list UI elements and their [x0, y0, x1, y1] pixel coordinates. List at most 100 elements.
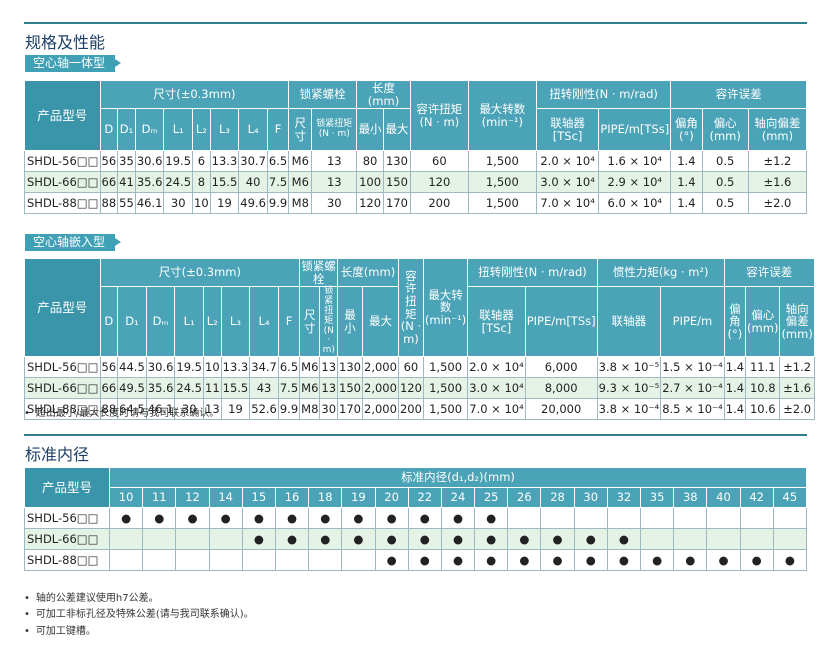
cell: 8,000	[524, 377, 598, 400]
cell: 30	[311, 192, 358, 214]
data-row: SHDL-66□□ ● ● ● ● ● ● ● ● ● ● ● ●	[24, 528, 808, 550]
header-cell: 最小	[356, 108, 384, 151]
header-cell: L₃	[209, 108, 240, 151]
header-cell: 25	[474, 487, 509, 508]
cell: ●	[374, 549, 409, 571]
header-cell: 尺寸	[299, 285, 321, 358]
cell: 66	[99, 171, 119, 193]
cell	[108, 549, 144, 571]
cell: 60	[397, 356, 424, 379]
cell: ●	[341, 528, 376, 550]
cell: 20,000	[524, 398, 598, 421]
cell: ●	[407, 549, 442, 571]
header-cell: 偏心(mm)	[701, 108, 749, 151]
cell: ●	[673, 549, 708, 571]
cell	[706, 528, 741, 550]
header-cell: 容许误差	[670, 80, 807, 109]
note-text: 超出最小/最大长度时请与我司联系确认。	[35, 408, 220, 419]
cell: M6	[299, 377, 321, 400]
data-row: SHDL-56□□ ● ● ● ● ● ● ● ● ● ● ● ●	[24, 507, 808, 529]
cell: 8	[192, 171, 211, 193]
header-cell: 38	[673, 487, 708, 508]
header-cell: 联轴器[TSc]	[467, 285, 526, 358]
cell: ●	[474, 507, 509, 529]
header-cell: 锁紧扭矩(N · m)	[319, 285, 339, 358]
cell: ●	[739, 549, 774, 571]
cell: 46.1	[134, 192, 165, 214]
header-cell: L₁	[163, 108, 194, 151]
cell: ●	[374, 528, 409, 550]
cell	[175, 528, 210, 550]
cell: 1.4	[670, 171, 703, 193]
cell: ●	[772, 549, 808, 571]
header-cell: 标准内径(d₁,d₂)(mm)	[109, 467, 807, 488]
cell: 170	[383, 192, 411, 214]
cell: 13	[311, 150, 358, 172]
spec-table: 产品型号 尺寸(±0.3mm) 锁紧螺栓 长度(mm) 容许扭矩(N · m) 最大转数(…	[24, 80, 808, 214]
cell: M6	[288, 171, 313, 193]
cell	[673, 528, 708, 550]
cell: 200	[397, 398, 424, 421]
cell: 2.9 × 10⁴	[598, 171, 672, 193]
cell: 170	[337, 398, 363, 421]
cell: 1.4	[670, 192, 703, 214]
header-cell: 产品型号	[24, 80, 101, 151]
cell: 0.5	[701, 150, 749, 172]
cell: 1.4	[723, 398, 747, 421]
header-row: 产品型号 尺寸(±0.3mm) 锁紧螺栓 长度(mm) 容许扭矩(N · m) 最大转数(…	[24, 257, 815, 358]
cell	[507, 507, 542, 529]
header-cell: 22	[407, 487, 442, 508]
cell: 150	[337, 377, 363, 400]
header-cell: D	[99, 108, 119, 151]
cell: 6.5	[277, 356, 301, 379]
cell: 88	[99, 192, 119, 214]
cell: ●	[573, 549, 608, 571]
cell: 19.5	[163, 150, 194, 172]
cell	[308, 549, 343, 571]
cell: 35.6	[134, 171, 165, 193]
cell: ●	[440, 549, 476, 571]
data-row: SHDL-88□□ ● ● ● ● ● ● ● ● ● ● ● ● ●	[24, 549, 808, 571]
cell: 9.9	[266, 192, 290, 214]
cell: 30	[163, 192, 194, 214]
header-cell: 最大转数(min⁻¹)	[422, 257, 469, 358]
cell: 10.6	[745, 398, 781, 421]
cell: 24.5	[163, 171, 194, 193]
cell: 80	[356, 150, 384, 172]
cell	[142, 549, 177, 571]
cell	[739, 507, 774, 529]
section-label: 空心轴嵌入型	[25, 234, 122, 251]
cell: 10.8	[745, 377, 781, 400]
header-cell: 锁紧螺栓	[299, 258, 339, 287]
header-cell: 18	[308, 487, 343, 508]
cell: 6,000	[524, 356, 598, 379]
cell: 44.5	[117, 356, 147, 379]
cell: 30.6	[134, 150, 165, 172]
cell: 1,500	[422, 398, 469, 421]
cell: ●	[108, 507, 144, 529]
header-cell: PIPE/m[TSs]	[598, 108, 672, 151]
cell: ●	[474, 528, 509, 550]
cell: 7.5	[266, 171, 290, 193]
cell: 60	[409, 150, 469, 172]
cell: ●	[474, 549, 509, 571]
cell	[639, 528, 675, 550]
cell	[108, 528, 144, 550]
header-cell: 30	[573, 487, 608, 508]
cell: 3.8 × 10⁻⁵	[596, 356, 662, 379]
cell: ●	[175, 507, 210, 529]
cell: 11	[203, 377, 222, 400]
cell: 3.8 × 10⁻⁴	[596, 398, 662, 421]
cell: 1,500	[422, 377, 469, 400]
cell: 30.6	[145, 356, 176, 379]
header-cell: L₁	[174, 285, 204, 358]
cell: 1.4	[723, 356, 747, 379]
model-cell: SHDL-88□□	[24, 192, 101, 214]
header-cell: F	[266, 108, 290, 151]
cell: 2,000	[362, 377, 399, 400]
cell	[772, 528, 808, 550]
rule	[24, 22, 807, 24]
header-cell: L₄	[249, 285, 279, 358]
header-cell: 容许扭矩(N · m)	[409, 80, 469, 151]
